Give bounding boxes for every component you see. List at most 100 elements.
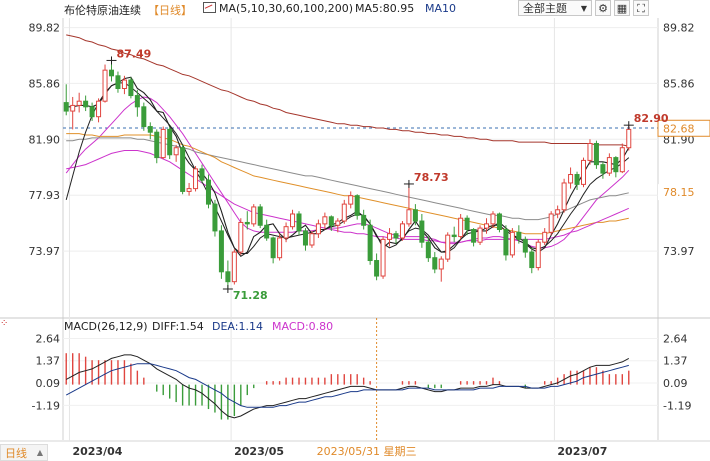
candle <box>445 232 451 262</box>
candle-body <box>484 223 490 229</box>
candle <box>374 253 380 281</box>
candle <box>244 211 250 230</box>
candle <box>399 221 405 241</box>
candle-body <box>315 223 321 235</box>
candle-body <box>264 224 270 239</box>
candle-body <box>322 216 328 225</box>
candle <box>218 225 224 279</box>
macd-tick-label-right: 0.09 <box>663 377 688 390</box>
candle-body <box>70 104 76 112</box>
candle-body <box>102 69 108 102</box>
candle <box>283 222 289 243</box>
candle-body <box>231 251 237 283</box>
candle-body <box>600 164 606 174</box>
candle <box>231 249 237 285</box>
candle-body <box>141 106 147 128</box>
candle-body <box>374 260 380 277</box>
candle <box>134 89 140 117</box>
price-tick-label-left: 89.82 <box>29 22 61 35</box>
candle <box>341 199 347 224</box>
candle <box>613 156 619 178</box>
date-tick-label: 2023/07 <box>557 445 607 458</box>
candle-body <box>290 213 296 228</box>
period-label[interactable]: 【日线】 <box>148 4 192 17</box>
candle-body <box>270 237 276 259</box>
grid-icon: ▦ <box>616 1 628 15</box>
candle-body <box>354 195 360 216</box>
chevron-down-icon: ▼ <box>580 3 587 13</box>
candle-body <box>115 75 121 89</box>
candle-body <box>380 238 386 277</box>
candle-body <box>367 224 373 262</box>
candle-body <box>154 131 160 159</box>
ma-line-2 <box>66 34 629 147</box>
candle-body <box>199 168 205 181</box>
candle-body <box>89 106 95 118</box>
candle-body <box>205 179 211 205</box>
candle <box>290 209 296 230</box>
macd-tick-label-right: 1.37 <box>663 355 688 368</box>
candle <box>212 199 218 237</box>
candle <box>238 218 244 255</box>
candle <box>387 228 393 247</box>
candle <box>606 153 612 176</box>
candle <box>328 215 334 231</box>
candle-body <box>283 226 289 239</box>
candle <box>593 140 599 169</box>
macd-tick-label-right: 2.64 <box>663 333 688 346</box>
date-tick-label: 2023/05 <box>234 445 284 458</box>
candle <box>257 204 263 229</box>
fullscreen-button[interactable]: ⛶ <box>633 0 649 16</box>
candle-body <box>186 188 192 192</box>
candle-body <box>432 257 438 270</box>
candle <box>619 143 625 174</box>
ma-line-4 <box>66 133 629 235</box>
candle <box>412 204 418 226</box>
theme-selector[interactable]: 全部主题 ▼ <box>518 0 592 16</box>
candle <box>296 211 302 236</box>
ma-tag: 78.15 <box>663 186 695 199</box>
macd-tick-label-left: 0.09 <box>36 377 61 390</box>
candle <box>167 126 173 159</box>
annotation-low: 71.28 <box>233 289 268 302</box>
candle-body <box>257 206 263 226</box>
candle-body <box>451 234 457 238</box>
macd-tick-label-left: -1.19 <box>32 399 60 412</box>
period-button[interactable]: 日线 ▲ <box>0 444 48 461</box>
candle-body <box>574 174 580 185</box>
ma-params-text: MA(5,10,30,60,100,200) <box>219 2 354 15</box>
candle-body <box>561 182 567 211</box>
candle <box>70 96 76 130</box>
candle-body <box>425 241 431 259</box>
candle-body <box>490 213 496 225</box>
candle-body <box>581 159 587 185</box>
candle <box>322 212 328 230</box>
pane-drag-handle[interactable]: ⁘ <box>0 318 8 329</box>
candle <box>581 157 587 188</box>
candle-body <box>542 231 548 243</box>
candle <box>309 230 315 248</box>
candle <box>277 233 283 261</box>
ma-icon <box>203 2 216 13</box>
candle <box>270 236 276 264</box>
settings-button[interactable]: ⚙ <box>595 0 611 16</box>
macd-tick-label-left: 1.37 <box>36 355 61 368</box>
date-tick-label: 2023/04 <box>72 445 122 458</box>
candle-body <box>406 209 412 225</box>
candle-body <box>587 142 593 161</box>
candle <box>361 209 367 230</box>
candle <box>458 213 464 240</box>
candle-body <box>218 230 224 273</box>
grid-view-button[interactable]: ▦ <box>614 0 630 16</box>
candle <box>419 213 425 248</box>
candle-body <box>296 213 302 232</box>
candle <box>180 144 186 195</box>
crosshair-date-label: 2023/05/31 星期三 <box>317 445 417 458</box>
ma5-value: MA5:80.95 <box>355 2 415 15</box>
candle-body <box>147 126 153 133</box>
candle <box>451 226 457 243</box>
candle <box>89 102 95 121</box>
candle <box>516 225 522 244</box>
candle-body <box>212 203 218 232</box>
